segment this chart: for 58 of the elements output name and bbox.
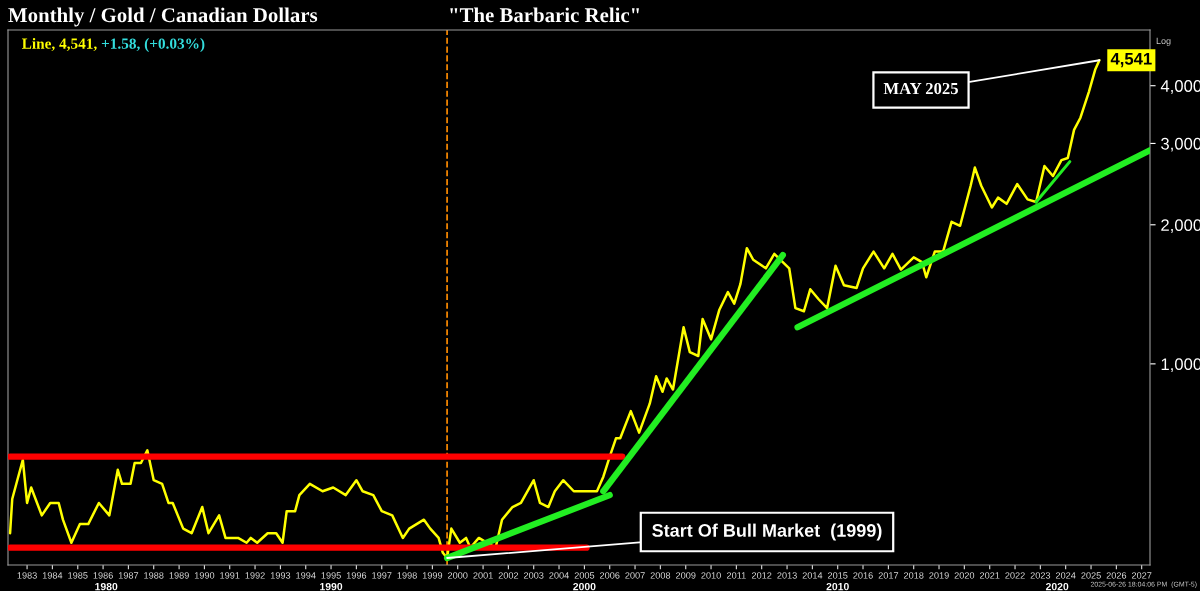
x-tick-label: 1986: [93, 572, 113, 579]
text: Log: [1156, 37, 1171, 46]
x-tick-label: 1984: [42, 572, 63, 579]
x-tick-label: 1989: [169, 572, 189, 579]
text: 1990: [320, 582, 343, 591]
x-tick-label: 2021: [979, 572, 1000, 579]
x-tick-label: 1995: [321, 572, 341, 579]
text: 2010: [826, 582, 849, 591]
x-tick-label: 1997: [372, 572, 392, 579]
x-tick-label: 1987: [118, 572, 139, 579]
x-tick-label: 2005: [574, 572, 595, 579]
x-tick-label: 2002: [498, 572, 519, 579]
x-tick-label: 2006: [599, 572, 620, 579]
x-tick-label: 2020: [954, 572, 975, 579]
x-tick-label: 2010: [701, 572, 721, 579]
x-tick-label: 2025: [1081, 572, 1101, 579]
x-tick-label: 2009: [676, 572, 696, 579]
x-tick-label: 2008: [650, 572, 671, 579]
x-tick-label: 2013: [777, 572, 797, 579]
x-tick-label: 2019: [929, 572, 949, 579]
x-tick-label: 2007: [625, 572, 645, 579]
x-tick-label: 2026: [1106, 572, 1127, 579]
annotation: +1.58, (+0.03%): [101, 38, 205, 52]
x-tick-label: 1992: [245, 572, 265, 579]
x-tick-label: 1983: [17, 572, 37, 579]
x-tick-label: 1988: [144, 572, 164, 579]
x-tick-label: 2011: [726, 572, 746, 579]
annotation: Line, 4,541,: [21, 38, 97, 51]
x-tick-label: 2023: [1030, 572, 1051, 579]
x-tick-label: 2012: [751, 572, 772, 579]
chart-title: Monthly / Gold / Canadian Dollars: [8, 7, 318, 27]
x-tick-label: 2000: [447, 572, 468, 579]
chart-subtitle: "The Barbaric Relic": [450, 7, 639, 23]
x-tick-label: 2018: [903, 572, 924, 579]
x-tick-label: 2027: [1131, 572, 1152, 579]
annotation: MAY 2025: [883, 82, 958, 95]
x-tick-label: 1998: [397, 572, 417, 579]
data-label: 4,541: [1110, 53, 1152, 68]
annotation: Start Of Bull Market (1999): [652, 523, 882, 541]
x-tick-label: 2015: [827, 572, 848, 579]
x-tick-label: 1996: [346, 572, 367, 579]
x-tick-label: 1990: [194, 572, 215, 579]
x-tick-label: 2003: [523, 572, 544, 579]
x-tick-label: 2016: [853, 572, 873, 579]
x-tick-label: 2024: [1055, 572, 1076, 579]
x-tick-label: 1991: [220, 572, 240, 579]
x-tick-label: 2004: [549, 572, 569, 579]
x-tick-label: 2017: [878, 572, 899, 579]
text: 2000: [573, 582, 596, 591]
text: 2020: [1045, 582, 1069, 591]
x-tick-label: 1985: [68, 572, 88, 579]
x-tick-label: 2014: [802, 572, 823, 579]
x-tick-label: 2022: [1005, 572, 1025, 579]
x-tick-label: 1993: [270, 572, 291, 579]
x-tick-label: 1994: [296, 572, 316, 579]
x-tick-label: 2001: [473, 572, 493, 579]
x-tick-label: 1999: [422, 572, 443, 579]
text: 1980: [95, 582, 118, 591]
